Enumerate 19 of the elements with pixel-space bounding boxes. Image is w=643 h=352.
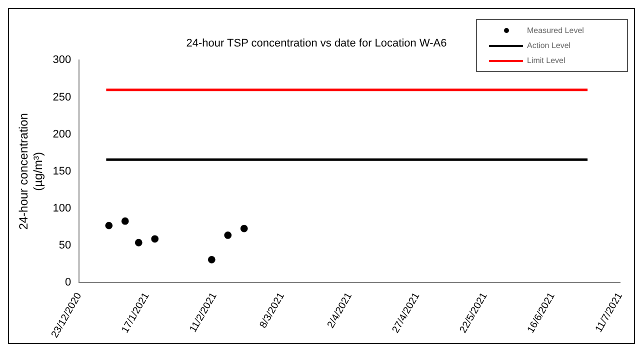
legend-label: Measured Level bbox=[527, 26, 584, 35]
point bbox=[105, 222, 113, 230]
point bbox=[240, 224, 248, 232]
y-tick-label: 250 bbox=[52, 91, 72, 104]
y-axis-title: 24-hour concentration (µg/m³) bbox=[16, 113, 45, 230]
chart-title: 24-hour TSP concentration vs date for Location W-A6 bbox=[186, 38, 447, 50]
y-tick-label: 300 bbox=[52, 54, 72, 66]
y-tick-label: 50 bbox=[58, 240, 72, 252]
point bbox=[208, 256, 216, 264]
y-tick-label: 0 bbox=[65, 276, 72, 289]
legend-label: Limit Level bbox=[527, 56, 566, 65]
y-tick-label: 100 bbox=[52, 202, 72, 215]
y-tick-label: 150 bbox=[52, 165, 72, 178]
point bbox=[121, 217, 129, 225]
y-tick-label: 200 bbox=[52, 128, 72, 140]
point bbox=[151, 235, 159, 243]
point bbox=[134, 238, 142, 246]
legend-label: Action Level bbox=[527, 41, 571, 50]
point bbox=[224, 232, 232, 239]
